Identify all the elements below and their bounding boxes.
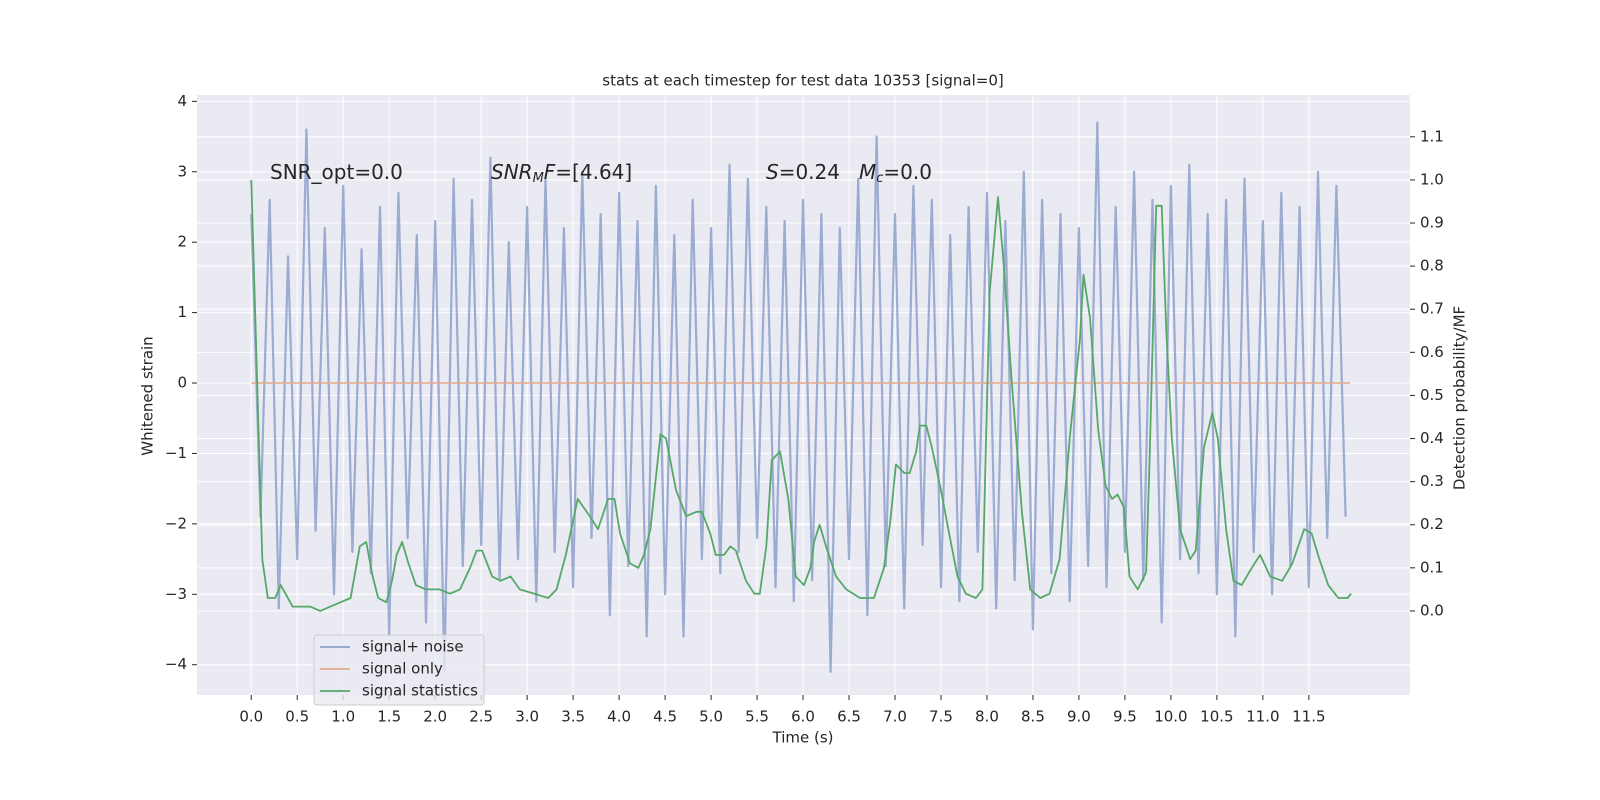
y2-tick-label: 0.6 <box>1420 343 1444 361</box>
x-tick-label: 0.0 <box>239 708 263 726</box>
annotation-part: =[4.64] <box>555 160 632 184</box>
x-tick-label: 0.5 <box>285 708 309 726</box>
x-tick-label: 6.0 <box>791 708 815 726</box>
y2-tick-label: 0.1 <box>1420 558 1444 576</box>
x-tick-label: 8.0 <box>975 708 999 726</box>
x-tick-label: 9.0 <box>1067 708 1091 726</box>
y2-tick-label: 0.8 <box>1420 257 1444 275</box>
x-tick-label: 4.0 <box>607 708 631 726</box>
x-tick-label: 8.5 <box>1021 708 1045 726</box>
x-tick-label: 4.5 <box>653 708 677 726</box>
x-tick-label: 11.0 <box>1246 708 1279 726</box>
y2-tick-label: 0.4 <box>1420 429 1444 447</box>
y-tick-label: 4 <box>177 92 187 110</box>
annotation-part: SNR <box>491 160 533 184</box>
x-tick-label: 3.5 <box>561 708 585 726</box>
legend-label: signal+ noise <box>362 638 464 656</box>
x-tick-label: 11.5 <box>1292 708 1325 726</box>
x-tick-label: 5.5 <box>745 708 769 726</box>
y-axis-label: Whitened strain <box>139 336 157 455</box>
annotation: Mc=0.0 <box>859 160 932 186</box>
annotation-part: SNR_opt=0.0 <box>270 160 403 184</box>
y-tick-label: −4 <box>165 655 187 673</box>
x-tick-label: 3.0 <box>515 708 539 726</box>
y-tick-label: 3 <box>177 162 187 180</box>
annotation-part: c <box>876 171 883 186</box>
x-tick-label: 7.0 <box>883 708 907 726</box>
y2-tick-label: 1.0 <box>1420 170 1444 188</box>
chart-title: stats at each timestep for test data 103… <box>602 72 1003 90</box>
y2-tick-label: 0.9 <box>1420 214 1444 232</box>
x-tick-label: 10.0 <box>1154 708 1187 726</box>
y-tick-label: 0 <box>177 374 187 392</box>
y2-tick-label: 0.2 <box>1420 515 1444 533</box>
x-tick-label: 6.5 <box>837 708 861 726</box>
annotation-part: M <box>533 171 544 186</box>
y-tick-label: 1 <box>177 303 187 321</box>
y2-tick-label: 1.1 <box>1420 127 1444 145</box>
legend-label: signal only <box>362 660 443 678</box>
x-tick-label: 9.5 <box>1113 708 1137 726</box>
legend-label: signal statistics <box>362 682 478 700</box>
x-tick-label: 1.5 <box>377 708 401 726</box>
x-tick-label: 2.0 <box>423 708 447 726</box>
y2-tick-label: 0.0 <box>1420 601 1444 619</box>
y2-tick-label: 0.5 <box>1420 386 1444 404</box>
y-tick-label: −1 <box>165 444 187 462</box>
annotation-part: =0.0 <box>883 160 932 184</box>
series-line <box>250 121 1347 673</box>
x-tick-label: 5.0 <box>699 708 723 726</box>
x-tick-label: 2.5 <box>469 708 493 726</box>
annotation: SNR_opt=0.0 <box>270 160 403 184</box>
annotation: SNRMF=[4.64] <box>491 160 632 186</box>
annotation: S=0.24 <box>766 160 840 184</box>
series-line <box>250 179 1352 612</box>
y2-tick-label: 0.7 <box>1420 300 1444 318</box>
annotation-part: S <box>766 160 779 184</box>
annotation-part: F <box>544 160 556 184</box>
x-tick-label: 1.0 <box>331 708 355 726</box>
y2-axis-label: Detection probability/MF <box>1451 306 1469 490</box>
y-tick-label: 2 <box>177 233 187 251</box>
x-tick-label: 7.5 <box>929 708 953 726</box>
annotation-part: M <box>859 160 876 184</box>
y-tick-label: −2 <box>165 514 187 532</box>
legend-box <box>313 634 485 706</box>
x-tick-label: 10.5 <box>1200 708 1233 726</box>
y2-tick-label: 0.3 <box>1420 472 1444 490</box>
annotation-part: =0.24 <box>779 160 840 184</box>
x-axis-label: Time (s) <box>772 729 834 747</box>
y-tick-label: −3 <box>165 585 187 603</box>
